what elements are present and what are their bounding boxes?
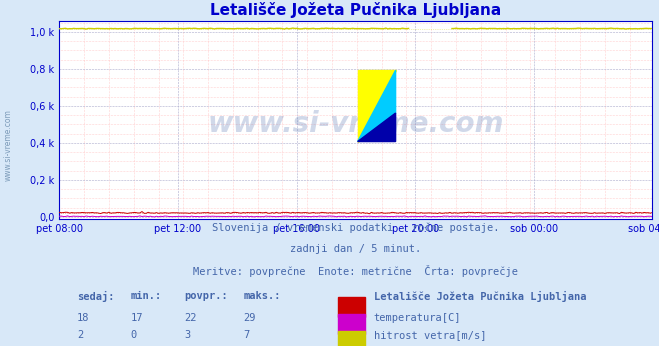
- Text: www.si-vreme.com: www.si-vreme.com: [208, 110, 504, 138]
- Text: 17: 17: [130, 313, 143, 323]
- Polygon shape: [358, 70, 395, 142]
- Text: 7: 7: [243, 330, 249, 340]
- Text: Meritve: povprečne  Enote: metrične  Črta: povprečje: Meritve: povprečne Enote: metrične Črta:…: [193, 265, 519, 276]
- Title: Letališče Jožeta Pučnika Ljubljana: Letališče Jožeta Pučnika Ljubljana: [210, 2, 501, 18]
- Text: Letališče Jožeta Pučnika Ljubljana: Letališče Jožeta Pučnika Ljubljana: [374, 291, 586, 302]
- Text: povpr.:: povpr.:: [184, 291, 227, 301]
- Bar: [338, 314, 365, 334]
- Polygon shape: [358, 70, 395, 142]
- Text: maks.:: maks.:: [243, 291, 281, 301]
- Text: 18: 18: [77, 313, 90, 323]
- Bar: [338, 331, 365, 346]
- Text: zadnji dan / 5 minut.: zadnji dan / 5 minut.: [290, 244, 422, 254]
- Bar: [338, 297, 365, 317]
- Text: 29: 29: [243, 313, 256, 323]
- Text: temperatura[C]: temperatura[C]: [374, 313, 461, 323]
- Polygon shape: [358, 113, 395, 142]
- Text: min.:: min.:: [130, 291, 161, 301]
- Text: sedaj:: sedaj:: [77, 291, 115, 302]
- Text: 2: 2: [77, 330, 83, 340]
- Text: hitrost vetra[m/s]: hitrost vetra[m/s]: [374, 330, 486, 340]
- Text: Slovenija / vremenski podatki - ročne postaje.: Slovenija / vremenski podatki - ročne po…: [212, 222, 500, 233]
- Text: 3: 3: [184, 330, 190, 340]
- Text: 0: 0: [130, 330, 136, 340]
- Text: 22: 22: [184, 313, 196, 323]
- Text: www.si-vreme.com: www.si-vreme.com: [3, 109, 13, 181]
